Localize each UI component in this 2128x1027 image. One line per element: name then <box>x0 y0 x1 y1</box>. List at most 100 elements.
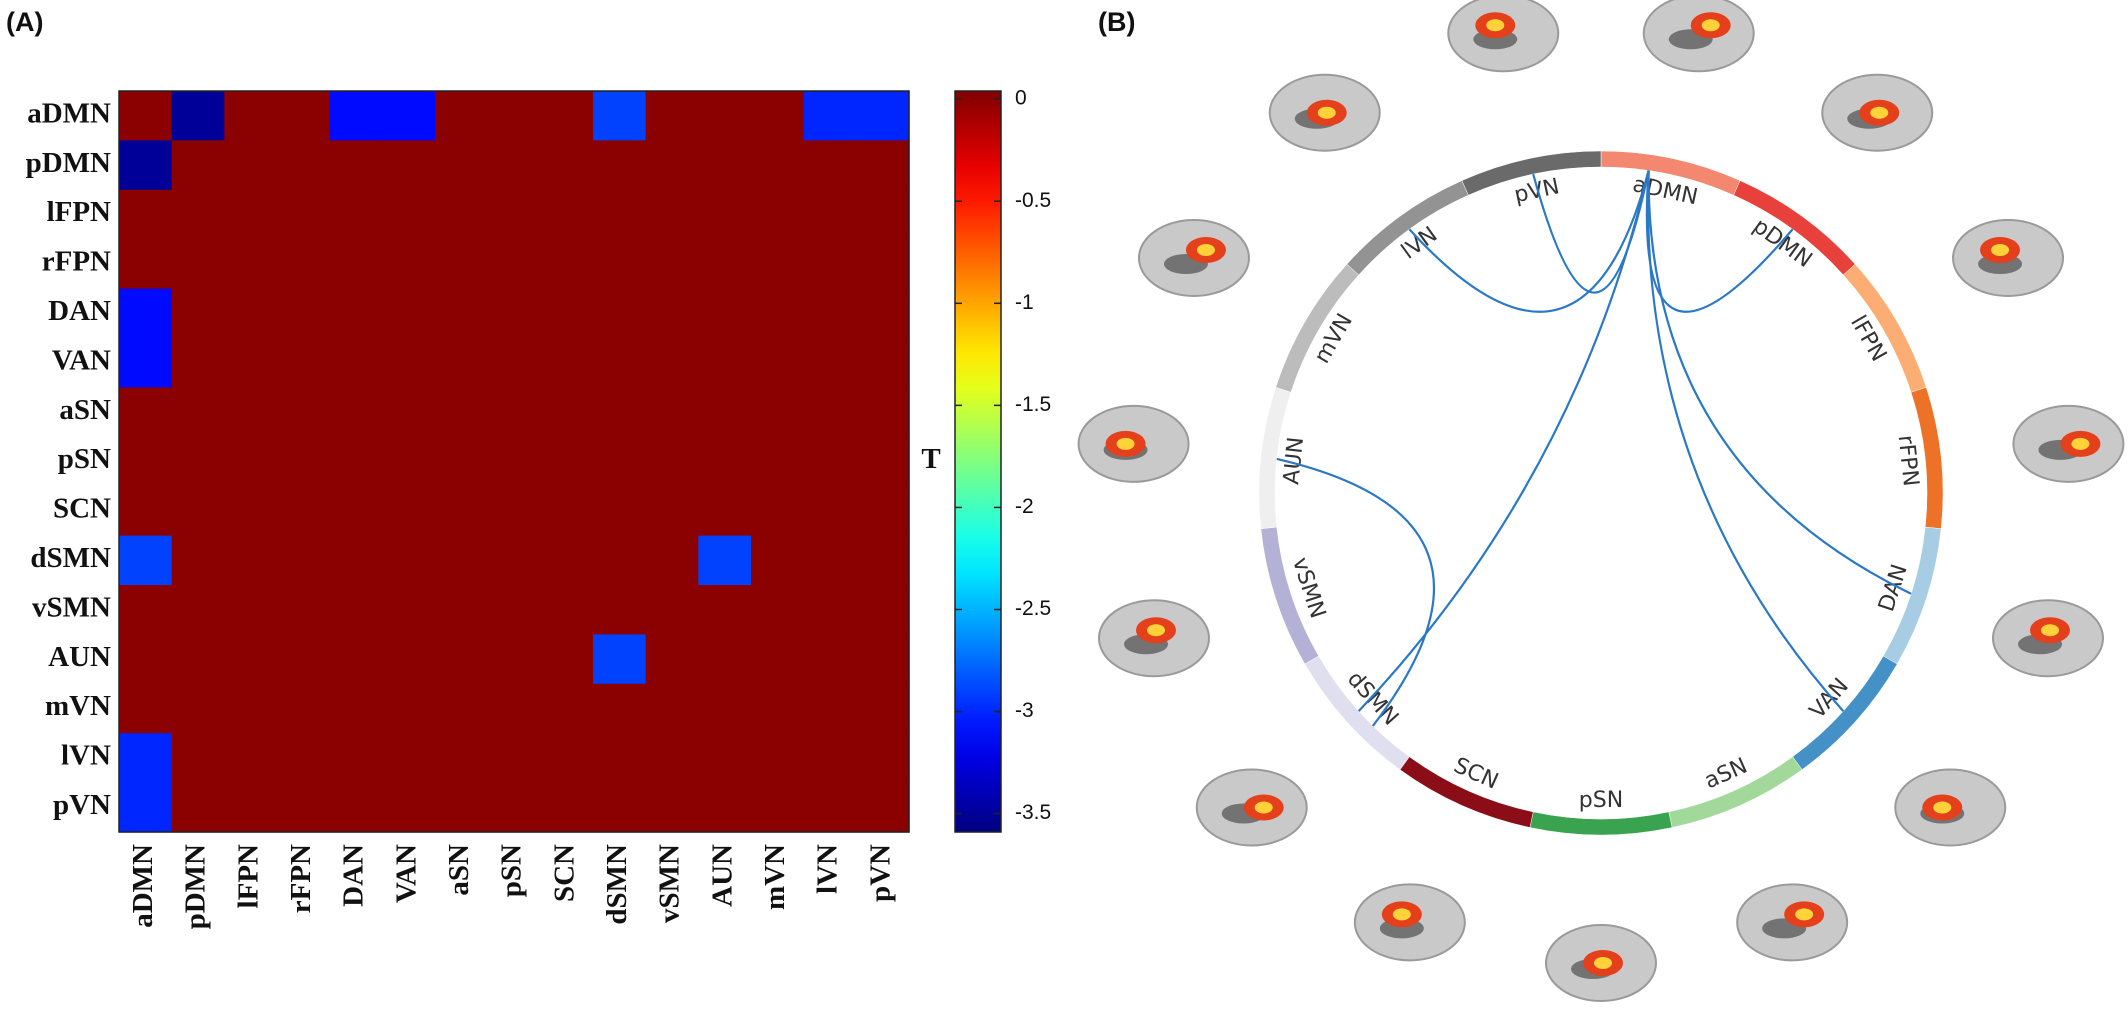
heatmap-cell <box>698 634 752 685</box>
row-label: VAN <box>52 344 111 376</box>
heatmap-cell <box>224 387 278 438</box>
heatmap-cell <box>803 189 857 240</box>
heatmap-cell <box>329 634 383 685</box>
heatmap-cell <box>645 140 699 191</box>
heatmap-cell <box>277 91 331 141</box>
heatmap-cell <box>329 189 383 240</box>
activation-core <box>1701 19 1720 32</box>
brain-thumbnail <box>1268 73 1381 152</box>
heatmap-cell <box>277 535 331 586</box>
heatmap-cell <box>540 782 594 833</box>
heatmap-cell <box>329 239 383 290</box>
heatmap-cell <box>435 189 489 240</box>
heatmap-cell <box>382 189 436 240</box>
heatmap-cell <box>435 634 489 685</box>
heatmap-cell <box>435 585 489 635</box>
heatmap-cell <box>277 338 331 388</box>
activation-core <box>1594 957 1612 969</box>
activation-core <box>1116 437 1135 450</box>
heatmap-cell <box>856 733 910 784</box>
heatmap-cell <box>593 585 647 635</box>
heatmap-cell <box>224 338 278 388</box>
column-label: DAN <box>338 844 370 907</box>
heatmap-cell <box>329 140 383 191</box>
column-label: rFPN <box>285 844 317 913</box>
heatmap-cell <box>645 634 699 685</box>
heatmap-cell <box>119 288 173 339</box>
heatmap-cell <box>803 535 857 586</box>
heatmap-cell <box>540 239 594 290</box>
heatmap-cell <box>856 189 910 240</box>
heatmap-cell <box>119 387 173 438</box>
heatmap-cell <box>593 140 647 191</box>
activation-core <box>1933 801 1952 814</box>
heatmap-cell <box>593 486 647 537</box>
heatmap-cell <box>540 436 594 487</box>
colorbar-tick-label: -2 <box>1015 495 1034 518</box>
heatmap-cell <box>751 683 805 734</box>
heatmap-cell <box>224 288 278 339</box>
colorbar-label: T <box>921 443 940 475</box>
heatmap-cell <box>382 733 436 784</box>
heatmap-cell <box>171 535 225 586</box>
heatmap-cell <box>435 486 489 537</box>
heatmap-cell <box>382 585 436 635</box>
row-label: DAN <box>48 295 111 327</box>
heatmap-cell <box>277 585 331 635</box>
heatmap-cell <box>487 683 541 734</box>
heatmap-cell <box>487 436 541 487</box>
heatmap-cell <box>856 486 910 537</box>
brain-thumbnail <box>1353 883 1466 962</box>
colorbar-tick-label: -1 <box>1015 291 1034 314</box>
brain-thumbnail <box>1077 404 1190 483</box>
heatmap-cell <box>382 535 436 586</box>
heatmap-cell <box>856 387 910 438</box>
heatmap-cell <box>593 189 647 240</box>
activation-core <box>1254 801 1273 814</box>
heatmap-cell <box>540 140 594 191</box>
heatmap-cell <box>277 140 331 191</box>
heatmap-cell <box>803 288 857 339</box>
heatmap-cell <box>277 436 331 487</box>
heatmap-cell <box>698 387 752 438</box>
brain-thumbnail <box>1447 0 1560 73</box>
heatmap-cell <box>382 239 436 290</box>
heatmap-cell <box>645 535 699 586</box>
heatmap-cell <box>224 733 278 784</box>
heatmap-cell <box>435 338 489 388</box>
heatmap-cell <box>382 387 436 438</box>
brain-thumbnail <box>2012 404 2125 483</box>
row-label: lVN <box>61 740 111 772</box>
heatmap-cell <box>751 585 805 635</box>
heatmap-cell <box>698 683 752 734</box>
heatmap-cell <box>593 683 647 734</box>
chord-link <box>1532 170 1650 294</box>
heatmap-cell <box>540 288 594 339</box>
panel-label: (A) <box>6 7 43 37</box>
chord-link <box>1645 170 1794 313</box>
heatmap-cell <box>487 486 541 537</box>
heatmap-cell <box>487 189 541 240</box>
heatmap-cell <box>171 91 225 141</box>
heatmap-cell <box>171 239 225 290</box>
heatmap-cell <box>382 683 436 734</box>
heatmap-cell <box>171 683 225 734</box>
node-label: pSN <box>1579 788 1623 813</box>
row-label: aDMN <box>27 97 111 129</box>
heatmap-cell <box>751 387 805 438</box>
row-label: mVN <box>45 690 111 722</box>
activation-core <box>1196 244 1215 256</box>
heatmap-cell <box>540 387 594 438</box>
heatmap-cell <box>382 338 436 388</box>
heatmap-cell <box>171 486 225 537</box>
heatmap-cell <box>751 733 805 784</box>
heatmap-cell <box>856 683 910 734</box>
heatmap-cell <box>435 535 489 586</box>
heatmap-cell <box>856 634 910 685</box>
chord-link <box>1647 170 1912 595</box>
heatmap-cell <box>751 288 805 339</box>
heatmap-cell <box>171 436 225 487</box>
heatmap-cell <box>435 239 489 290</box>
heatmap-cell <box>435 683 489 734</box>
heatmap-cell <box>751 535 805 586</box>
